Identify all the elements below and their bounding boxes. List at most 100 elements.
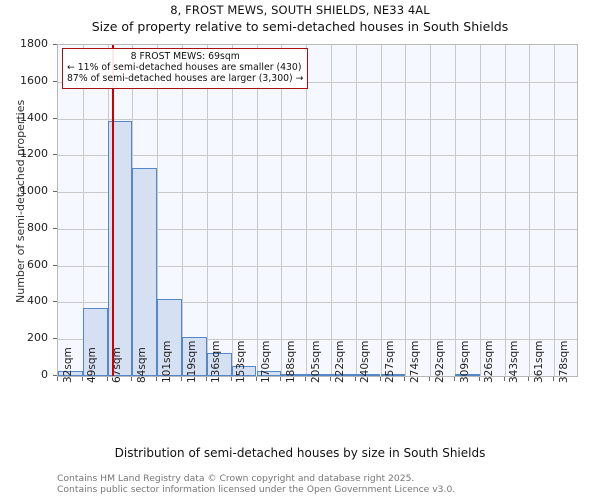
x-tick-mark — [379, 377, 381, 381]
y-tick-label: 400 — [27, 294, 48, 308]
x-tick-mark — [156, 377, 158, 381]
x-tick-label: 153sqm — [235, 340, 248, 383]
x-tick-label: 343sqm — [508, 340, 521, 383]
x-tick-label: 205sqm — [309, 340, 322, 383]
gridline-vertical — [231, 45, 233, 376]
x-tick-label: 309sqm — [458, 340, 471, 383]
x-tick-mark — [429, 377, 431, 381]
y-tick-mark — [53, 80, 57, 82]
y-tick-label: 1800 — [20, 37, 48, 50]
gridline-vertical — [157, 45, 159, 376]
gridline-vertical — [405, 45, 407, 376]
x-tick-label: 136sqm — [210, 340, 223, 383]
gridline-vertical — [82, 45, 84, 376]
x-tick-mark — [404, 377, 406, 381]
y-tick-label: 1600 — [20, 73, 48, 87]
bar — [281, 374, 307, 376]
y-tick-label: 0 — [41, 368, 48, 381]
y-tick-label: 800 — [27, 220, 48, 234]
y-tick-label: 200 — [27, 331, 48, 345]
x-tick-mark — [280, 377, 282, 381]
gridline-horizontal — [58, 302, 577, 304]
y-tick-mark — [53, 375, 57, 376]
y-tick-label: 1200 — [20, 147, 48, 161]
bar — [455, 374, 480, 376]
gridline-vertical — [182, 45, 183, 376]
gridline-vertical — [504, 45, 506, 376]
annotation-box: 8 FROST MEWS: 69sqm ← 11% of semi-detach… — [62, 48, 309, 89]
y-axis-title: Number of semi-detached properties — [14, 99, 27, 303]
bar — [58, 371, 83, 376]
x-tick-label: 188sqm — [284, 340, 297, 383]
footer-attribution-1: Contains HM Land Registry data © Crown c… — [57, 473, 415, 484]
x-tick-mark — [553, 377, 555, 381]
bar — [380, 374, 406, 376]
x-tick-label: 326sqm — [483, 340, 496, 383]
x-tick-mark — [57, 377, 58, 381]
chart-title-line2: Size of property relative to semi-detach… — [91, 19, 509, 34]
x-axis-title: Distribution of semi-detached houses by … — [114, 446, 486, 460]
bar — [132, 168, 158, 376]
x-tick-mark — [230, 377, 232, 381]
bar — [355, 374, 381, 376]
gridline-vertical — [529, 45, 531, 376]
x-tick-label: 292sqm — [433, 340, 446, 383]
x-tick-mark — [181, 377, 182, 381]
y-tick-mark — [53, 301, 57, 303]
bar — [306, 374, 331, 376]
chart-title-line1: 8, FROST MEWS, SOUTH SHIELDS, NE33 4AL — [170, 3, 430, 17]
x-tick-label: 84sqm — [135, 347, 148, 383]
gridline-horizontal — [58, 155, 577, 157]
x-tick-mark — [205, 377, 207, 381]
x-tick-label: 119sqm — [185, 340, 198, 383]
gridline-vertical — [455, 45, 456, 376]
annotation-larger: 87% of semi-detached houses are larger (… — [67, 73, 304, 85]
x-tick-label: 170sqm — [260, 340, 272, 383]
bar — [330, 374, 356, 376]
plot-area — [57, 44, 578, 377]
x-tick-mark — [528, 377, 530, 381]
bar — [206, 353, 232, 376]
x-tick-mark — [81, 377, 83, 381]
gridline-horizontal — [58, 81, 577, 83]
x-tick-mark — [454, 377, 455, 381]
x-tick-label: 240sqm — [359, 340, 372, 383]
gridline-vertical — [479, 45, 481, 376]
property-marker-line — [112, 45, 114, 376]
y-tick-label: 1000 — [20, 184, 48, 198]
bar — [231, 366, 257, 376]
x-tick-label: 274sqm — [408, 340, 421, 383]
gridline-vertical — [430, 45, 432, 376]
x-tick-label: 32sqm — [61, 347, 74, 383]
gridline-vertical — [330, 45, 332, 376]
x-tick-mark — [131, 377, 133, 381]
x-tick-mark — [255, 377, 257, 381]
gridline-horizontal — [58, 192, 577, 194]
gridline-horizontal — [58, 265, 577, 267]
y-tick-mark — [53, 154, 57, 156]
gridline-horizontal — [58, 118, 577, 120]
y-tick-mark — [53, 117, 57, 119]
gridline-horizontal — [58, 228, 577, 230]
y-tick-mark — [53, 191, 57, 193]
x-tick-label: 101sqm — [160, 340, 173, 383]
bar — [82, 308, 108, 376]
x-tick-label: 257sqm — [384, 340, 396, 383]
x-tick-mark — [305, 377, 307, 381]
x-tick-label: 378sqm — [557, 340, 570, 383]
x-tick-mark — [329, 377, 331, 381]
bar-series — [58, 45, 577, 376]
bar — [256, 370, 282, 376]
gridline-vertical — [206, 45, 208, 376]
bar — [182, 337, 207, 376]
bar — [157, 299, 182, 376]
gridline-vertical — [306, 45, 308, 376]
x-tick-mark — [354, 377, 356, 381]
gridline-horizontal — [58, 339, 577, 341]
gridline-vertical — [554, 45, 556, 376]
x-tick-label: 361sqm — [532, 340, 545, 383]
y-tick-label: 600 — [27, 257, 48, 271]
bar — [107, 121, 133, 376]
x-tick-mark — [106, 377, 108, 381]
